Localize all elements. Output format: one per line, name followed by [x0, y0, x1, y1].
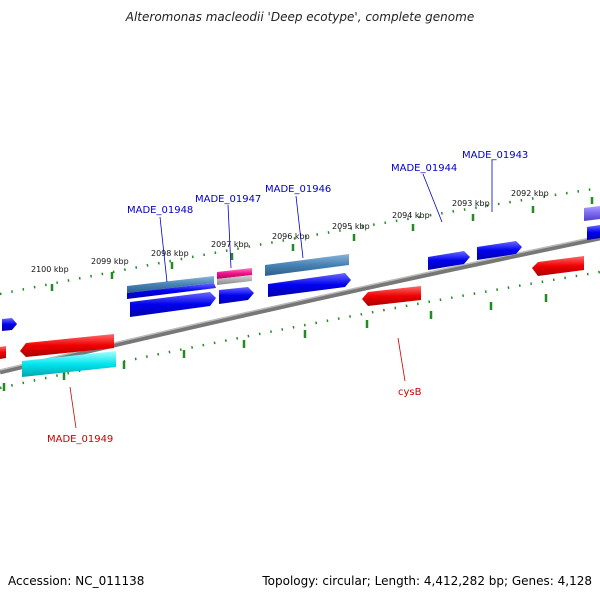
inner-scale [0, 270, 600, 391]
genome-summary-text: Topology: circular; Length: 4,412,282 bp… [262, 574, 592, 588]
gene-made-01949[interactable] [20, 334, 114, 357]
label-made-01947: MADE_01947 [195, 194, 261, 205]
gene-made-01944[interactable] [428, 251, 470, 270]
gene-made-01948[interactable] [130, 292, 216, 317]
gene-made-01947[interactable] [219, 287, 254, 304]
gene-made-01948-top[interactable] [127, 276, 214, 293]
reverse-genes [0, 256, 584, 377]
gene-left-edge-blue[interactable] [2, 318, 17, 331]
gene-made-01943[interactable] [477, 241, 522, 260]
label-made-01948: MADE_01948 [127, 205, 193, 216]
forward-genes [2, 206, 600, 331]
genome-backbone [0, 235, 600, 375]
map-title: Alteromonas macleodii 'Deep ecotype', co… [125, 10, 475, 24]
gene-left-edge-red[interactable] [0, 346, 6, 359]
gene-made-01947-gray[interactable] [217, 275, 252, 285]
scale-label-2098: 2098 kbp [151, 249, 189, 258]
gene-labels: MADE_01948 MADE_01947 MADE_01946 MADE_01… [47, 150, 528, 445]
outer-scale [0, 186, 600, 296]
scale-labels: 2100 kbp 2099 kbp 2098 kbp 2097 kbp 2096… [31, 189, 549, 274]
gene-made-01949-cyan[interactable] [22, 351, 116, 377]
label-made-01944: MADE_01944 [391, 163, 457, 174]
scale-label-2099: 2099 kbp [91, 257, 129, 266]
scale-label-2096: 2096 kbp [272, 232, 310, 241]
label-made-01946: MADE_01946 [265, 184, 331, 195]
accession-text: Accession: NC_011138 [8, 574, 145, 588]
gene-right-red[interactable] [532, 256, 584, 276]
gene-right-edge-purple[interactable] [584, 206, 600, 221]
scale-label-2092: 2092 kbp [511, 189, 549, 198]
gene-right-edge-blue[interactable] [587, 225, 600, 240]
scale-label-2095: 2095 kbp [332, 222, 370, 231]
label-cysb: cysB [398, 387, 422, 398]
gene-made-01948-mid[interactable] [127, 283, 216, 299]
label-leaders [69, 160, 493, 429]
scale-label-2094: 2094 kbp [392, 211, 430, 220]
scale-label-2093: 2093 kbp [452, 199, 490, 208]
gene-made-01946-steel[interactable] [265, 254, 349, 276]
label-made-01943: MADE_01943 [462, 150, 528, 161]
gene-cysb[interactable] [362, 286, 421, 306]
gene-made-01947-pink[interactable] [217, 268, 252, 279]
label-made-01949: MADE_01949 [47, 434, 113, 445]
scale-label-2100: 2100 kbp [31, 265, 69, 274]
gene-made-01946[interactable] [268, 273, 351, 297]
